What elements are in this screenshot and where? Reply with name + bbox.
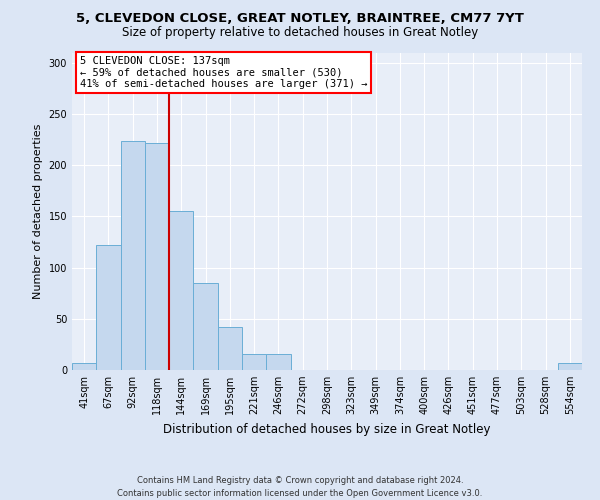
X-axis label: Distribution of detached houses by size in Great Notley: Distribution of detached houses by size … <box>163 422 491 436</box>
Bar <box>169 211 193 370</box>
Y-axis label: Number of detached properties: Number of detached properties <box>33 124 43 299</box>
Bar <box>242 354 266 370</box>
Bar <box>558 363 582 370</box>
Bar <box>96 245 121 370</box>
Text: 5 CLEVEDON CLOSE: 137sqm
← 59% of detached houses are smaller (530)
41% of semi-: 5 CLEVEDON CLOSE: 137sqm ← 59% of detach… <box>80 56 367 89</box>
Bar <box>72 363 96 370</box>
Bar <box>121 140 145 370</box>
Text: Size of property relative to detached houses in Great Notley: Size of property relative to detached ho… <box>122 26 478 39</box>
Bar <box>266 354 290 370</box>
Bar <box>193 283 218 370</box>
Text: Contains HM Land Registry data © Crown copyright and database right 2024.
Contai: Contains HM Land Registry data © Crown c… <box>118 476 482 498</box>
Text: 5, CLEVEDON CLOSE, GREAT NOTLEY, BRAINTREE, CM77 7YT: 5, CLEVEDON CLOSE, GREAT NOTLEY, BRAINTR… <box>76 12 524 26</box>
Bar <box>218 327 242 370</box>
Bar <box>145 142 169 370</box>
